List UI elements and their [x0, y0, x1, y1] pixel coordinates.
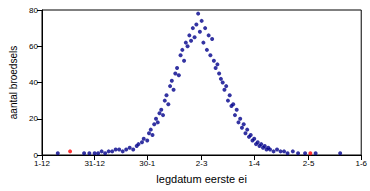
- svg-text:legdatum eerste ei: legdatum eerste ei: [156, 173, 247, 185]
- svg-text:20: 20: [29, 114, 38, 123]
- svg-text:2-3: 2-3: [196, 159, 208, 168]
- svg-text:60: 60: [29, 42, 38, 51]
- svg-text:1-12: 1-12: [34, 159, 51, 168]
- svg-text:31-12: 31-12: [84, 159, 105, 168]
- svg-text:1-4: 1-4: [248, 159, 260, 168]
- svg-text:0: 0: [33, 150, 38, 160]
- svg-text:40: 40: [29, 78, 38, 87]
- svg-text:2-5: 2-5: [303, 159, 315, 168]
- svg-text:1-6: 1-6: [355, 159, 367, 168]
- svg-text:30-1: 30-1: [139, 159, 156, 168]
- svg-text:80: 80: [29, 6, 38, 15]
- svg-text:aantal broedsels: aantal broedsels: [8, 46, 19, 119]
